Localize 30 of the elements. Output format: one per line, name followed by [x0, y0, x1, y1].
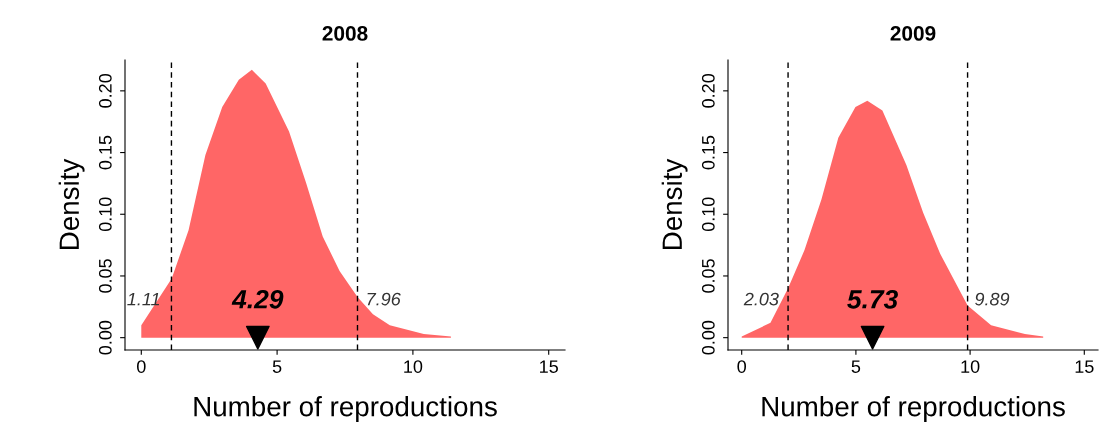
- y-axis-title: Density: [58, 158, 85, 250]
- ref-line-label: 9.89: [975, 292, 1010, 306]
- x-tick-label: 10: [961, 360, 980, 373]
- y-tick-label: 0.15: [98, 135, 112, 170]
- y-tick-label: 0.20: [701, 73, 715, 108]
- x-tick-label: 5: [272, 360, 282, 373]
- x-tick-label: 0: [136, 360, 146, 373]
- x-axis-title: Number of reproductions: [194, 396, 497, 422]
- annotation: 5.73: [847, 289, 898, 309]
- chart-title: 2009: [890, 26, 936, 41]
- y-tick-label: 0.05: [701, 259, 715, 293]
- x-tick-label: 10: [404, 360, 423, 373]
- y-tick-label: 0.05: [98, 259, 112, 293]
- y-tick-label: 0.10: [98, 197, 112, 232]
- y-tick-label: 0.00: [701, 320, 715, 355]
- ref-line-label: 2.03: [743, 292, 779, 306]
- y-axis-title: Density: [661, 158, 688, 250]
- ref-line-label: 1.11: [127, 292, 160, 306]
- y-tick-label: 0.20: [98, 73, 112, 108]
- x-tick-label: 15: [540, 360, 558, 373]
- x-axis-title: Number of reproductions: [762, 396, 1065, 422]
- x-tick-label: 5: [851, 360, 861, 373]
- x-tick-label: 0: [737, 360, 747, 373]
- x-tick-label: 15: [1075, 360, 1094, 373]
- chart-title: 2008: [322, 26, 368, 41]
- annotation: 4.29: [231, 289, 284, 309]
- ref-line-label: 7.96: [367, 292, 401, 306]
- y-tick-label: 0.00: [98, 320, 112, 355]
- y-tick-label: 0.15: [701, 135, 715, 170]
- y-tick-label: 0.10: [701, 197, 715, 232]
